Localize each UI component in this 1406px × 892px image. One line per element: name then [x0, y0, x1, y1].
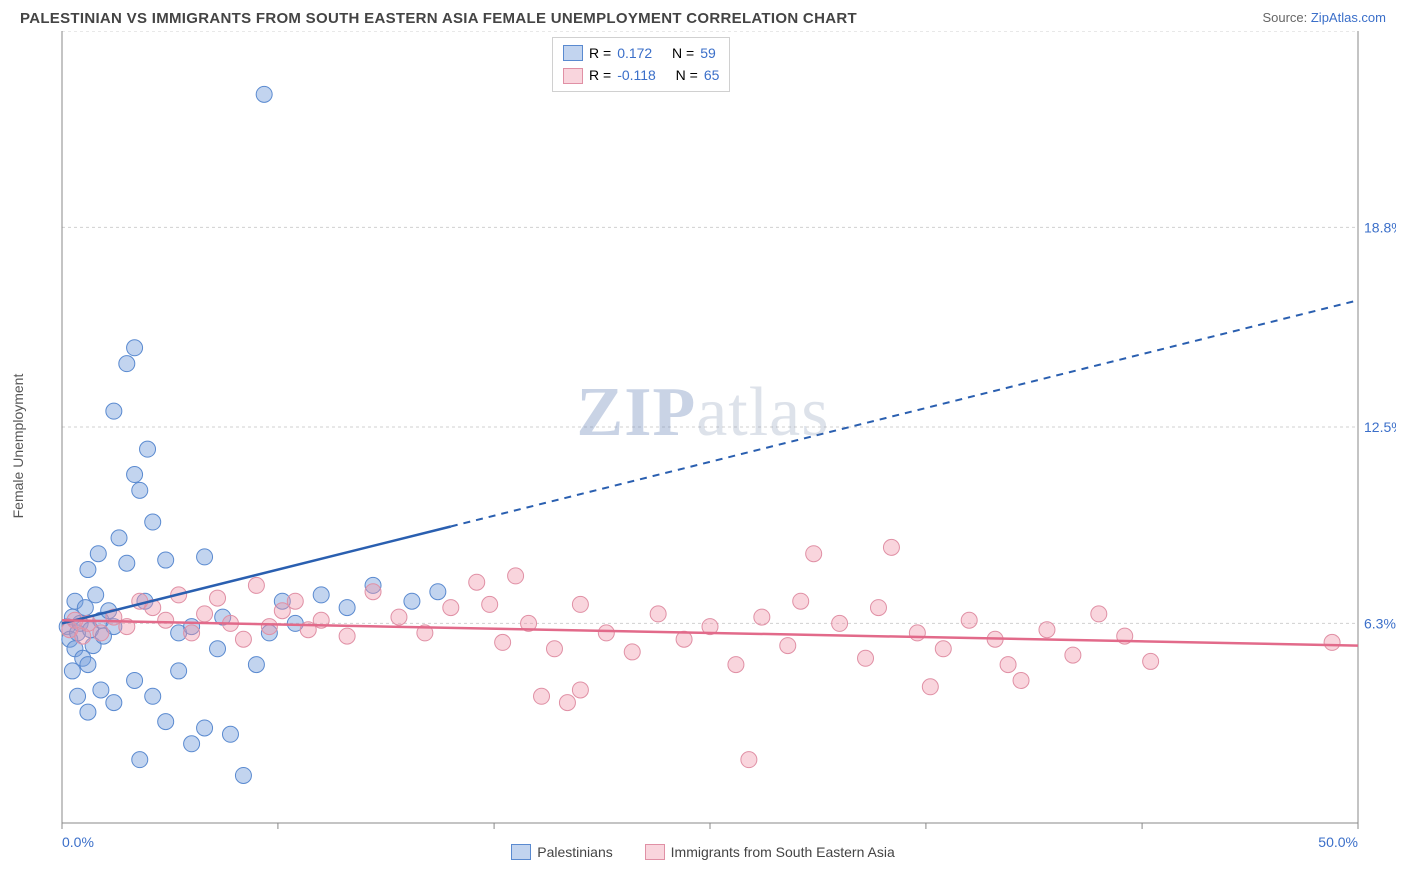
chart-area: Female Unemployment 6.3%12.5%18.8%0.0%50…: [10, 31, 1396, 861]
series-legend: Palestinians Immigrants from South Easte…: [10, 844, 1396, 863]
svg-text:18.8%: 18.8%: [1364, 219, 1396, 235]
stats-legend: R = 0.172 N = 59 R = -0.118 N = 65: [552, 37, 730, 92]
swatch-series-0: [563, 45, 583, 61]
svg-text:12.5%: 12.5%: [1364, 419, 1396, 435]
r-value-1: -0.118: [617, 64, 656, 86]
scatter-plot-svg: 6.3%12.5%18.8%0.0%50.0%: [10, 31, 1396, 861]
legend-item-1: Immigrants from South Eastern Asia: [645, 844, 895, 860]
n-value-0: 59: [700, 42, 716, 64]
n-value-1: 65: [704, 64, 720, 86]
chart-title: PALESTINIAN VS IMMIGRANTS FROM SOUTH EAS…: [20, 10, 857, 27]
swatch-icon: [645, 844, 665, 860]
legend-item-0: Palestinians: [511, 844, 613, 860]
svg-text:6.3%: 6.3%: [1364, 615, 1396, 631]
stats-row-series-1: R = -0.118 N = 65: [563, 64, 719, 86]
swatch-series-1: [563, 68, 583, 84]
swatch-icon: [511, 844, 531, 860]
r-value-0: 0.172: [617, 42, 652, 64]
source-link[interactable]: ZipAtlas.com: [1311, 10, 1386, 25]
stats-row-series-0: R = 0.172 N = 59: [563, 42, 719, 64]
source-attribution: Source: ZipAtlas.com: [1262, 10, 1386, 25]
y-axis-label: Female Unemployment: [10, 374, 26, 519]
